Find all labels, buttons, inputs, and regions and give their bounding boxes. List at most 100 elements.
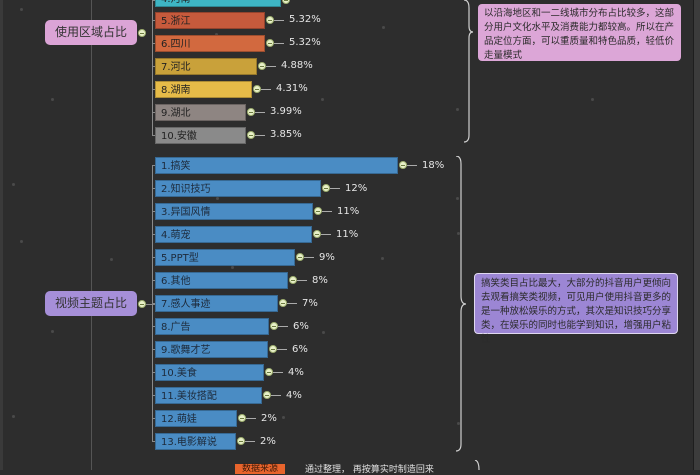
value-connector [271,395,281,396]
region-value: 4.88% [281,60,313,71]
collapse-toggle-icon[interactable] [263,391,271,399]
value-connector [304,257,314,258]
summary-brace-icon [474,460,480,470]
region-value: 3.85% [270,129,302,140]
region-tree-branch [152,0,153,135]
value-connector [278,326,288,327]
theme-value: 9% [319,252,335,263]
theme-bar[interactable]: 3.异国风情 [155,203,313,220]
collapse-toggle-icon[interactable] [237,437,245,445]
collapse-toggle-icon[interactable] [314,207,322,215]
collapse-toggle-icon[interactable] [266,16,274,24]
collapse-toggle-icon[interactable] [266,39,274,47]
theme-bar[interactable]: 5.PPT型 [155,249,295,266]
grid-dot [382,26,385,29]
grid-dot [381,257,384,260]
left-frame-edge [0,0,3,470]
collapse-toggle-icon[interactable] [247,131,255,139]
collapse-toggle-icon[interactable] [269,345,277,353]
collapse-toggle-icon[interactable] [322,184,330,192]
canvas-guide-line [91,0,92,470]
theme-tree-connector [152,395,155,396]
collapse-toggle-icon[interactable] [138,29,146,37]
region-bar[interactable]: 9.湖北 [155,104,246,121]
theme-bar[interactable]: 8.广告 [155,318,269,335]
theme-bar[interactable]: 1.搞笑 [155,157,398,174]
right-scrollbar[interactable] [693,0,700,470]
theme-tree-connector [152,257,155,258]
collapse-toggle-icon[interactable] [313,230,321,238]
theme-value: 11% [337,206,360,217]
theme-summary-note[interactable]: 搞笑类目占比最大，大部分的抖音用户更倾向去观看搞笑类视频，可见用户使用抖音更多的… [474,273,678,345]
value-connector [277,349,287,350]
region-topic-node[interactable]: 使用区域占比 [45,20,137,45]
collapse-toggle-icon[interactable] [296,253,304,261]
value-connector [287,303,297,304]
grid-dot [322,331,325,334]
region-bar[interactable]: 7.河北 [155,58,257,75]
theme-bar[interactable]: 7.感人事迹 [155,295,278,312]
collapse-toggle-icon[interactable] [282,0,290,4]
theme-bar[interactable]: 13.电影解说 [155,433,236,450]
theme-value: 18% [422,160,445,171]
region-bar[interactable]: 4.河南 [155,0,281,7]
grid-dot [20,8,23,11]
region-bar[interactable]: 5.浙江 [155,12,265,29]
collapse-toggle-icon[interactable] [253,85,261,93]
collapse-toggle-icon[interactable] [247,108,255,116]
grid-dot [456,108,459,111]
grid-dot [216,197,219,200]
theme-tree-connector [146,304,155,305]
data-source-tag[interactable]: 数据来源 [235,464,285,474]
value-connector [297,280,307,281]
theme-value: 11% [336,229,359,240]
theme-bar[interactable]: 10.美食 [155,364,264,381]
summary-brace-icon [463,0,474,143]
grid-dot [456,197,459,200]
theme-bar[interactable]: 9.歌舞才艺 [155,341,268,358]
region-bar[interactable]: 10.安徽 [155,127,246,144]
value-connector [322,211,332,212]
value-connector [273,372,283,373]
theme-bar[interactable]: 4.萌宠 [155,226,312,243]
region-bar[interactable]: 6.四川 [155,35,265,52]
theme-value: 4% [288,367,304,378]
theme-topic-node[interactable]: 视频主题占比 [45,291,137,316]
grid-dot [215,33,218,36]
theme-bar[interactable]: 2.知识技巧 [155,180,321,197]
value-connector [321,234,331,235]
collapse-toggle-icon[interactable] [399,161,407,169]
region-bar[interactable]: 8.湖南 [155,81,252,98]
collapse-toggle-icon[interactable] [289,276,297,284]
theme-value: 6% [293,321,309,332]
theme-bar[interactable]: 6.其他 [155,272,288,289]
grid-dot [110,258,113,261]
theme-tree-connector [152,418,155,419]
summary-brace-icon [455,156,467,452]
grid-dot [231,266,234,269]
theme-bar[interactable]: 11.美妆搭配 [155,387,262,404]
theme-value: 8% [312,275,328,286]
collapse-toggle-icon[interactable] [270,322,278,330]
collapse-toggle-icon[interactable] [258,62,266,70]
grid-dot [457,422,460,425]
grid-dot [457,232,460,235]
collapse-toggle-icon[interactable] [265,368,273,376]
grid-dot [321,98,324,101]
collapse-toggle-icon[interactable] [138,300,146,308]
theme-tree-connector [152,280,155,281]
theme-bar[interactable]: 12.萌娃 [155,410,237,427]
collapse-toggle-icon[interactable] [238,414,246,422]
value-connector [246,418,256,419]
region-value: 5.32% [289,37,321,48]
grid-dot [51,330,54,333]
grid-dot [591,98,594,101]
theme-value: 2% [260,436,276,447]
grid-dot [20,240,23,243]
collapse-toggle-icon[interactable] [279,299,287,307]
grid-dot [282,416,285,419]
region-summary-note[interactable]: 以沿海地区和一二线城市分布占比较多，这部分用户文化水平及消费能力都较高。所以在产… [478,4,681,61]
theme-value: 6% [292,344,308,355]
theme-tree-connector [152,372,155,373]
theme-tree-connector [152,165,155,166]
